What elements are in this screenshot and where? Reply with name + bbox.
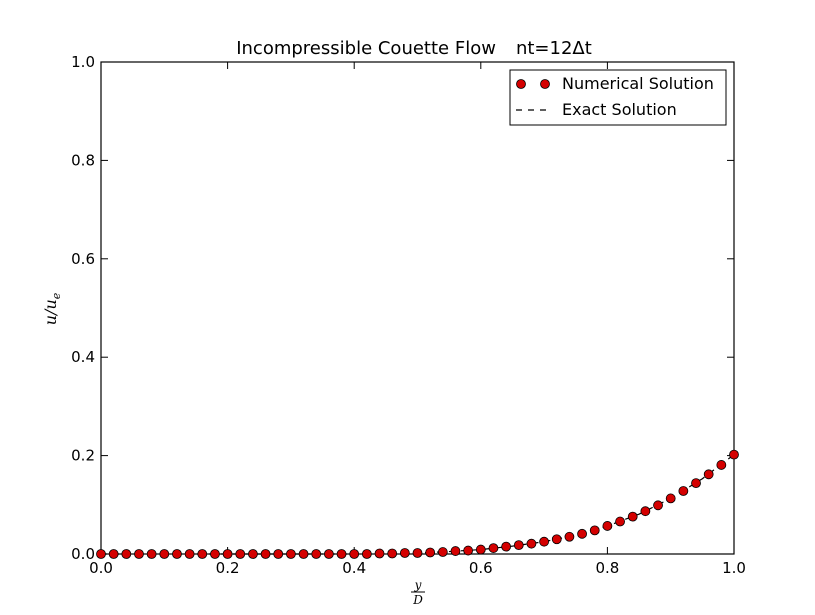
data-point-numerical-solution [729,449,739,460]
data-point-numerical-solution [602,521,613,531]
legend-label-numerical: Numerical Solution [562,74,714,93]
y-axis-label-main: u/u [41,299,60,325]
data-point-numerical-solution [678,486,689,496]
y-axis-label: u/ue [41,292,63,325]
data-point-numerical-solution [399,548,410,558]
data-point-numerical-solution [311,549,322,559]
legend-marker-numerical-1 [516,79,526,89]
chart-title: Incompressible Couette Flow nt=12Δt [236,38,592,59]
data-point-numerical-solution [159,549,170,559]
y-tick-label: 0.4 [71,348,95,366]
legend-label-exact: Exact Solution [562,100,677,119]
data-point-numerical-solution [121,549,132,559]
data-point-numerical-solution [716,460,727,470]
data-point-numerical-solution [640,506,651,517]
data-point-numerical-solution [96,549,106,559]
data-point-numerical-solution [653,500,663,511]
data-point-numerical-solution [108,549,119,559]
y-tick-label: 1.0 [71,53,95,71]
data-point-numerical-solution [691,478,701,489]
data-point-numerical-solution [222,549,233,559]
data-point-numerical-solution [285,549,296,559]
data-point-numerical-solution [627,511,638,522]
data-point-numerical-solution [501,541,512,552]
data-point-numerical-solution [323,549,334,559]
data-point-numerical-solution [273,549,284,559]
data-point-numerical-solution [197,549,208,559]
x-axis-label-denominator: D [412,593,423,607]
x-axis-label-numerator: y [414,578,422,592]
legend-marker-numerical-2 [540,79,550,89]
data-point-numerical-solution [146,549,157,559]
data-point-numerical-solution [374,548,385,559]
data-point-numerical-solution [361,549,372,559]
data-point-numerical-solution [387,548,398,559]
x-tick-label: 0.6 [469,559,493,577]
x-tick-label: 0.8 [595,559,619,577]
data-point-numerical-solution [551,534,562,545]
chart-title-main: Incompressible Couette Flow [236,38,496,59]
data-point-numerical-solution [615,516,625,527]
x-tick-label: 0.0 [89,559,113,577]
data-point-numerical-solution [412,548,423,558]
data-point-numerical-solution [184,549,195,559]
data-point-numerical-solution [564,531,575,542]
data-point-numerical-solution [425,547,436,558]
data-point-numerical-solution [577,528,587,539]
data-point-numerical-solution [172,549,182,559]
data-point-numerical-solution [475,544,486,555]
series-layer [96,449,739,559]
data-point-numerical-solution [513,540,524,551]
x-axis: 0.0 0.2 0.4 0.6 0.8 1.0 [89,62,746,577]
data-point-numerical-solution [488,543,499,553]
data-point-numerical-solution [463,545,474,556]
x-tick-label: 0.2 [216,559,240,577]
y-tick-label: 0.8 [71,151,95,169]
x-tick-label: 1.0 [722,559,746,577]
data-point-numerical-solution [235,549,246,559]
y-axis-label-subscript: e [50,292,63,299]
data-point-numerical-solution [298,549,309,559]
data-point-numerical-solution [589,525,600,536]
chart-title-suffix: nt=12Δt [516,38,592,59]
data-point-numerical-solution [703,469,714,480]
y-tick-label: 0.0 [71,545,95,563]
data-point-numerical-solution [450,546,461,556]
data-point-numerical-solution [526,538,537,549]
x-axis-label: y D [411,578,425,607]
data-point-numerical-solution [336,549,347,559]
y-tick-label: 0.6 [71,250,95,268]
data-point-numerical-solution [248,549,258,559]
x-tick-label: 0.4 [342,559,366,577]
y-tick-label: 0.2 [71,447,95,465]
data-point-numerical-solution [349,549,360,559]
data-point-numerical-solution [437,547,448,557]
data-point-numerical-solution [539,536,549,547]
data-point-numerical-solution [260,549,271,559]
legend-box [509,69,727,126]
data-point-numerical-solution [210,549,220,559]
data-point-numerical-solution [134,549,144,559]
data-point-numerical-solution [665,493,676,504]
legend: Numerical Solution Exact Solution [509,69,727,126]
svg-text:u/ue: u/ue [41,292,63,325]
plot-area [100,61,735,555]
